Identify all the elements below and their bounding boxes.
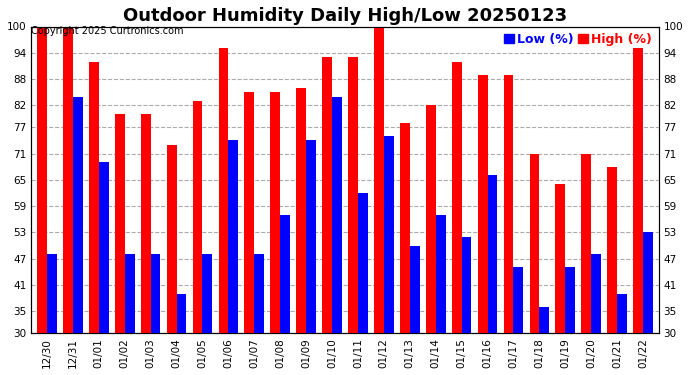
Bar bbox=[513, 267, 523, 333]
Bar bbox=[607, 167, 617, 333]
Bar bbox=[37, 27, 47, 333]
Bar bbox=[488, 176, 497, 333]
Title: Outdoor Humidity Daily High/Low 20250123: Outdoor Humidity Daily High/Low 20250123 bbox=[123, 7, 567, 25]
Bar bbox=[177, 294, 186, 333]
Bar bbox=[296, 88, 306, 333]
Bar bbox=[410, 246, 420, 333]
Bar bbox=[384, 136, 394, 333]
Bar bbox=[555, 184, 565, 333]
Bar bbox=[462, 237, 471, 333]
Bar bbox=[374, 27, 384, 333]
Bar bbox=[141, 114, 150, 333]
Bar bbox=[219, 48, 228, 333]
Bar bbox=[89, 62, 99, 333]
Bar bbox=[529, 153, 540, 333]
Bar bbox=[306, 140, 316, 333]
Bar bbox=[167, 145, 177, 333]
Bar bbox=[255, 254, 264, 333]
Bar bbox=[565, 267, 575, 333]
Bar bbox=[47, 254, 57, 333]
Bar bbox=[270, 92, 280, 333]
Bar bbox=[504, 75, 513, 333]
Bar bbox=[426, 105, 435, 333]
Bar bbox=[193, 101, 202, 333]
Bar bbox=[63, 27, 73, 333]
Bar bbox=[400, 123, 410, 333]
Legend: Low (%), High (%): Low (%), High (%) bbox=[504, 33, 652, 46]
Bar bbox=[322, 57, 332, 333]
Bar bbox=[477, 75, 488, 333]
Bar bbox=[452, 62, 462, 333]
Bar bbox=[591, 254, 601, 333]
Bar bbox=[348, 57, 358, 333]
Bar bbox=[643, 232, 653, 333]
Bar bbox=[435, 215, 446, 333]
Bar bbox=[115, 114, 125, 333]
Bar bbox=[150, 254, 161, 333]
Bar bbox=[73, 97, 83, 333]
Bar bbox=[582, 153, 591, 333]
Bar bbox=[99, 162, 108, 333]
Bar bbox=[244, 92, 255, 333]
Bar bbox=[358, 193, 368, 333]
Bar bbox=[280, 215, 290, 333]
Text: Copyright 2025 Curtronics.com: Copyright 2025 Curtronics.com bbox=[32, 27, 184, 36]
Bar bbox=[633, 48, 643, 333]
Bar bbox=[202, 254, 213, 333]
Bar bbox=[332, 97, 342, 333]
Bar bbox=[125, 254, 135, 333]
Bar bbox=[617, 294, 627, 333]
Bar bbox=[540, 307, 549, 333]
Bar bbox=[228, 140, 238, 333]
